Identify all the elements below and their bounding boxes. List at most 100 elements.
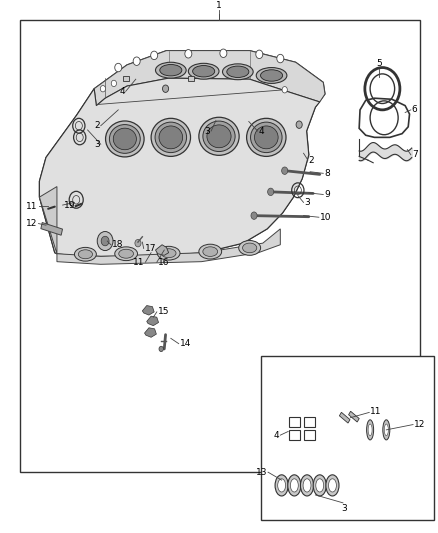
Ellipse shape bbox=[243, 243, 257, 253]
Circle shape bbox=[97, 231, 113, 251]
Circle shape bbox=[220, 49, 227, 58]
Text: 8: 8 bbox=[324, 169, 330, 178]
Ellipse shape bbox=[254, 126, 278, 149]
Ellipse shape bbox=[300, 475, 314, 496]
Bar bbox=[123, 76, 129, 82]
Text: 10: 10 bbox=[320, 213, 331, 222]
Polygon shape bbox=[39, 51, 325, 256]
Ellipse shape bbox=[78, 250, 92, 259]
Text: 2: 2 bbox=[94, 121, 100, 130]
Polygon shape bbox=[349, 411, 359, 422]
Ellipse shape bbox=[157, 246, 180, 260]
Polygon shape bbox=[41, 222, 63, 235]
Circle shape bbox=[296, 121, 302, 128]
Ellipse shape bbox=[113, 128, 136, 150]
Bar bbox=[304, 417, 315, 427]
Text: 16: 16 bbox=[158, 257, 169, 266]
Ellipse shape bbox=[155, 62, 186, 78]
Circle shape bbox=[277, 54, 284, 63]
Polygon shape bbox=[155, 245, 169, 255]
Circle shape bbox=[100, 85, 106, 92]
Ellipse shape bbox=[161, 249, 176, 257]
Text: 1: 1 bbox=[216, 2, 222, 11]
Ellipse shape bbox=[203, 247, 218, 256]
Text: 14: 14 bbox=[180, 339, 191, 348]
Text: 17: 17 bbox=[145, 244, 156, 253]
Polygon shape bbox=[339, 413, 350, 423]
Ellipse shape bbox=[367, 420, 374, 440]
Text: 5: 5 bbox=[376, 59, 382, 68]
Bar bbox=[289, 430, 300, 440]
Polygon shape bbox=[39, 187, 57, 254]
Ellipse shape bbox=[251, 122, 282, 152]
Text: 13: 13 bbox=[256, 467, 267, 477]
Ellipse shape bbox=[207, 125, 231, 148]
Circle shape bbox=[162, 85, 169, 92]
Circle shape bbox=[268, 188, 274, 196]
Ellipse shape bbox=[303, 479, 311, 492]
Ellipse shape bbox=[119, 249, 134, 258]
Text: 3: 3 bbox=[304, 198, 310, 207]
Text: 4: 4 bbox=[274, 431, 279, 440]
Ellipse shape bbox=[115, 247, 138, 261]
Ellipse shape bbox=[256, 68, 287, 83]
Ellipse shape bbox=[227, 66, 249, 77]
Circle shape bbox=[185, 50, 192, 58]
Ellipse shape bbox=[313, 475, 326, 496]
Circle shape bbox=[101, 236, 109, 246]
Bar bbox=[289, 417, 300, 427]
Text: 4: 4 bbox=[258, 126, 264, 135]
Ellipse shape bbox=[385, 424, 389, 435]
Ellipse shape bbox=[383, 420, 390, 440]
Ellipse shape bbox=[239, 240, 261, 255]
Circle shape bbox=[111, 80, 117, 86]
Text: 12: 12 bbox=[414, 420, 425, 429]
Text: 3: 3 bbox=[205, 126, 210, 135]
Text: 18: 18 bbox=[112, 240, 123, 249]
Ellipse shape bbox=[188, 63, 219, 79]
Circle shape bbox=[115, 63, 122, 72]
Text: 11: 11 bbox=[133, 257, 145, 266]
Ellipse shape bbox=[110, 125, 140, 154]
Text: 4: 4 bbox=[119, 87, 125, 96]
Bar bbox=[261, 356, 434, 520]
Circle shape bbox=[282, 167, 288, 174]
Ellipse shape bbox=[159, 126, 183, 149]
Circle shape bbox=[256, 50, 263, 59]
Ellipse shape bbox=[326, 475, 339, 496]
Circle shape bbox=[282, 86, 287, 93]
Text: 3: 3 bbox=[341, 504, 347, 513]
Text: 12: 12 bbox=[26, 219, 37, 228]
Ellipse shape bbox=[106, 121, 144, 157]
Circle shape bbox=[251, 212, 257, 220]
Text: 6: 6 bbox=[412, 106, 417, 115]
Circle shape bbox=[159, 346, 163, 352]
Ellipse shape bbox=[288, 475, 301, 496]
Text: 11: 11 bbox=[370, 407, 381, 416]
Polygon shape bbox=[147, 316, 159, 326]
Ellipse shape bbox=[160, 64, 182, 76]
Ellipse shape bbox=[278, 479, 286, 492]
Polygon shape bbox=[142, 305, 154, 315]
Ellipse shape bbox=[328, 479, 336, 492]
Text: 19: 19 bbox=[64, 200, 75, 209]
Circle shape bbox=[133, 57, 140, 66]
Bar bbox=[304, 430, 315, 440]
Bar bbox=[188, 76, 194, 82]
Text: 3: 3 bbox=[94, 140, 100, 149]
Circle shape bbox=[135, 239, 141, 247]
Polygon shape bbox=[57, 229, 280, 264]
Ellipse shape bbox=[290, 479, 298, 492]
Text: 11: 11 bbox=[26, 201, 37, 211]
Ellipse shape bbox=[199, 117, 239, 155]
Ellipse shape bbox=[275, 475, 288, 496]
Ellipse shape bbox=[74, 247, 96, 261]
Text: 2: 2 bbox=[309, 156, 314, 165]
Ellipse shape bbox=[368, 424, 372, 435]
Ellipse shape bbox=[203, 121, 235, 151]
Ellipse shape bbox=[199, 244, 222, 259]
Text: 7: 7 bbox=[412, 150, 417, 159]
Text: 9: 9 bbox=[324, 190, 330, 199]
Ellipse shape bbox=[151, 118, 191, 156]
Polygon shape bbox=[145, 328, 156, 337]
